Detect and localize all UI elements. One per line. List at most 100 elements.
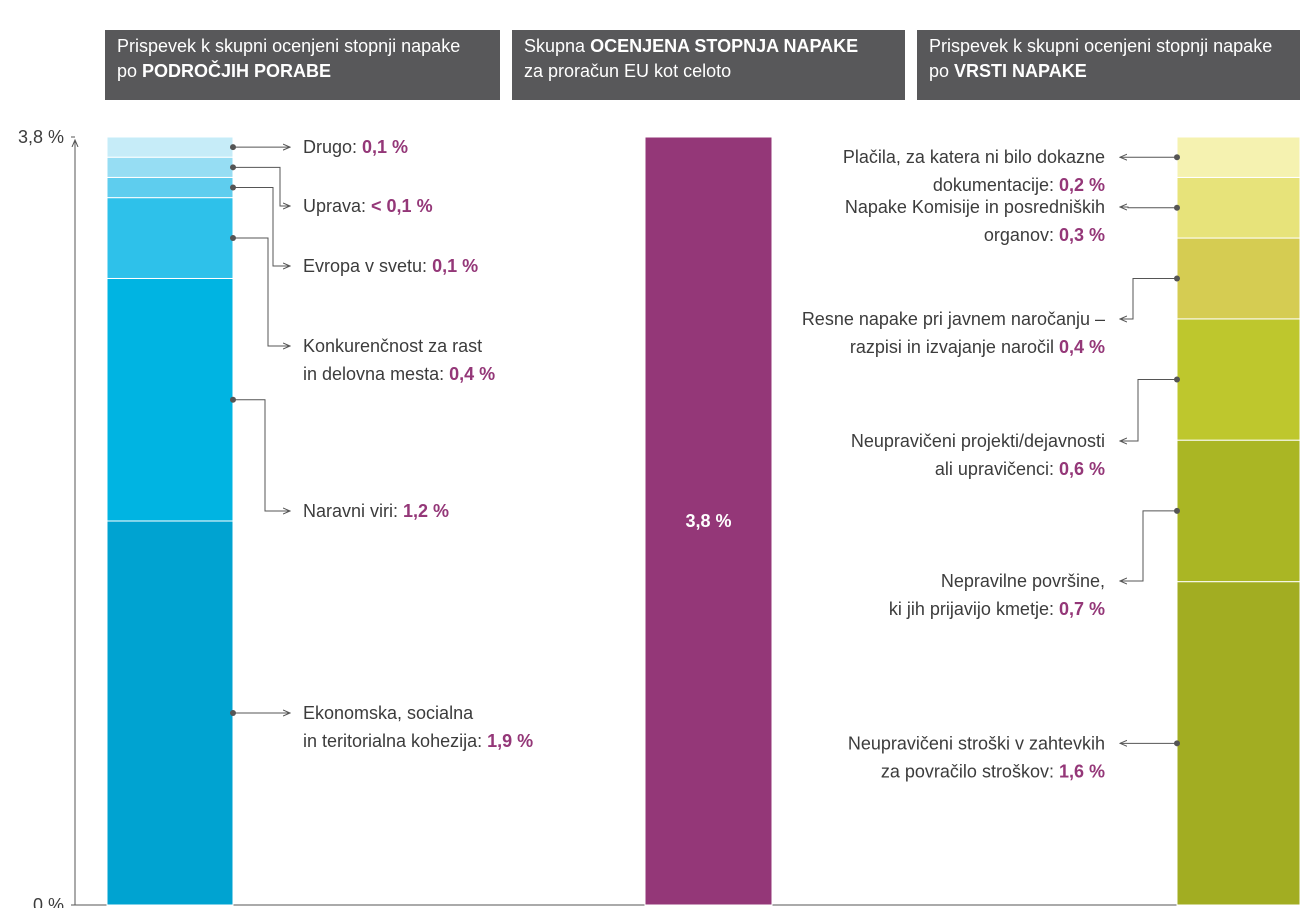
segment-label: Uprava: < 0,1 %: [303, 196, 433, 216]
y-tick-label: 0 %: [33, 895, 64, 908]
segment-name: Neupravičeni stroški v zahtevkih: [848, 733, 1105, 753]
segment-label: Resne napake pri javnem naročanju –: [802, 309, 1105, 329]
header-part: PODROČJIH PORABE: [142, 60, 331, 81]
bar-segment: [106, 197, 234, 279]
segment-label: in teritorialna kohezija: 1,9 %: [303, 731, 533, 751]
value-label: 1,2 %: [403, 501, 449, 521]
segment-label: Konkurenčnost za rast: [303, 336, 482, 356]
segment-label: razpisi in izvajanje naročil 0,4 %: [850, 337, 1105, 357]
anchor-dot: [1174, 275, 1180, 282]
segment-name: Ekonomska, socialna: [303, 703, 474, 723]
bar-segment: [106, 176, 234, 199]
header-text: za proračun EU kot celoto: [524, 61, 731, 81]
segment-label: ki jih prijavijo kmetje: 0,7 %: [889, 599, 1105, 619]
value-label: 1,9 %: [487, 731, 533, 751]
segment-name: razpisi in izvajanje naročil: [850, 337, 1054, 357]
segment-name: dokumentacije:: [933, 175, 1054, 195]
value-label: < 0,1 %: [371, 196, 433, 216]
bar-segment: [1176, 136, 1300, 178]
anchor-dot: [1174, 204, 1180, 211]
header-text: po VRSTI NAPAKE: [929, 61, 1087, 81]
segment-label: Nepravilne površine,: [941, 571, 1105, 591]
leader-line: [233, 399, 290, 511]
value-label: 0,1 %: [432, 256, 478, 276]
anchor-dot: [230, 710, 236, 716]
segment-name: in delovna mesta:: [303, 364, 444, 384]
leader-line: [233, 166, 290, 206]
bar-segment: [106, 277, 234, 522]
header-part: po: [929, 61, 949, 81]
segment-name: Resne napake pri javnem naročanju –: [802, 309, 1105, 329]
anchor-dot: [1174, 507, 1180, 514]
segment-name: za povračilo stroškov:: [881, 761, 1054, 781]
bar-segment: [644, 136, 773, 906]
leader-line: [1120, 510, 1177, 581]
segment-name: ki jih prijavijo kmetje:: [889, 599, 1054, 619]
header-text: po PODROČJIH PORABE: [117, 60, 331, 81]
segment-label: Drugo: 0,1 %: [303, 137, 408, 157]
value-label: 3,8 %: [685, 511, 731, 531]
segment-name: Napake Komisije in posredniških: [845, 197, 1105, 217]
segment-name: Konkurenčnost za rast: [303, 336, 482, 356]
segment-name: Evropa v svetu:: [303, 256, 427, 276]
value-label: 0,7 %: [1059, 599, 1105, 619]
header-part: OCENJENA STOPNJA NAPAKE: [590, 36, 858, 56]
anchor-dot: [1174, 154, 1180, 161]
header-box: [917, 30, 1300, 100]
anchor-dot: [230, 144, 236, 151]
bar-segment: [1176, 176, 1300, 239]
bar-segment: [106, 520, 234, 906]
header-part: za proračun EU kot celoto: [524, 61, 731, 81]
anchor-dot: [230, 164, 236, 171]
header-part: Skupna: [524, 36, 586, 56]
segment-name: Drugo:: [303, 137, 357, 157]
value-label: 0,3 %: [1059, 225, 1105, 245]
value-label: 0,4 %: [1059, 337, 1105, 357]
segment-label: za povračilo stroškov: 1,6 %: [881, 761, 1105, 781]
value-label: 0,6 %: [1059, 459, 1105, 479]
header-box: [512, 30, 905, 100]
segment-name: Plačila, za katera ni bilo dokazne: [843, 147, 1105, 167]
leader-line: [1120, 277, 1177, 319]
leader-line: [1120, 207, 1177, 208]
segment-name: organov:: [984, 225, 1054, 245]
segment-label: ali upravičenci: 0,6 %: [935, 459, 1105, 479]
segment-name: Nepravilne površine,: [941, 571, 1105, 591]
segment-label: Evropa v svetu: 0,1 %: [303, 256, 478, 276]
segment-label: organov: 0,3 %: [984, 225, 1105, 245]
header-part: po: [117, 61, 137, 81]
segment-label: Plačila, za katera ni bilo dokazne: [843, 147, 1105, 167]
anchor-dot: [230, 396, 236, 403]
header-text: Prispevek k skupni ocenjeni stopnji napa…: [117, 36, 460, 56]
bar-segment: [106, 136, 234, 158]
header-text: Prispevek k skupni ocenjeni stopnji napa…: [929, 36, 1272, 56]
segment-label: Ekonomska, socialna: [303, 703, 474, 723]
segment-label: Naravni viri: 1,2 %: [303, 501, 449, 521]
bar-segment: [1176, 581, 1300, 906]
bar-segment: [106, 156, 234, 178]
value-label: 0,2 %: [1059, 175, 1105, 195]
bar-segment: [1176, 318, 1300, 441]
segment-label: Napake Komisije in posredniških: [845, 197, 1105, 217]
anchor-dot: [230, 235, 236, 242]
segment-label: Neupravičeni stroški v zahtevkih: [848, 733, 1105, 753]
segment-name: Naravni viri:: [303, 501, 398, 521]
leader-line: [1120, 379, 1177, 441]
segment-name: Neupravičeni projekti/dejavnosti: [851, 431, 1105, 451]
leader-line: [233, 187, 290, 266]
segment-label: dokumentacije: 0,2 %: [933, 175, 1105, 195]
header-part: Prispevek k skupni ocenjeni stopnji napa…: [117, 36, 460, 56]
segment-label: in delovna mesta: 0,4 %: [303, 364, 495, 384]
bar-segment: [1176, 237, 1300, 320]
leader-line: [233, 237, 290, 346]
header-part: VRSTI NAPAKE: [954, 61, 1087, 81]
segment-name: Uprava:: [303, 196, 366, 216]
header-part: Prispevek k skupni ocenjeni stopnji napa…: [929, 36, 1272, 56]
segment-name: ali upravičenci:: [935, 459, 1054, 479]
y-tick-label: 3,8 %: [18, 127, 64, 147]
value-label: 0,4 %: [449, 364, 495, 384]
segment-name: in teritorialna kohezija:: [303, 731, 482, 751]
anchor-dot: [1174, 740, 1180, 747]
segment-label: Neupravičeni projekti/dejavnosti: [851, 431, 1105, 451]
